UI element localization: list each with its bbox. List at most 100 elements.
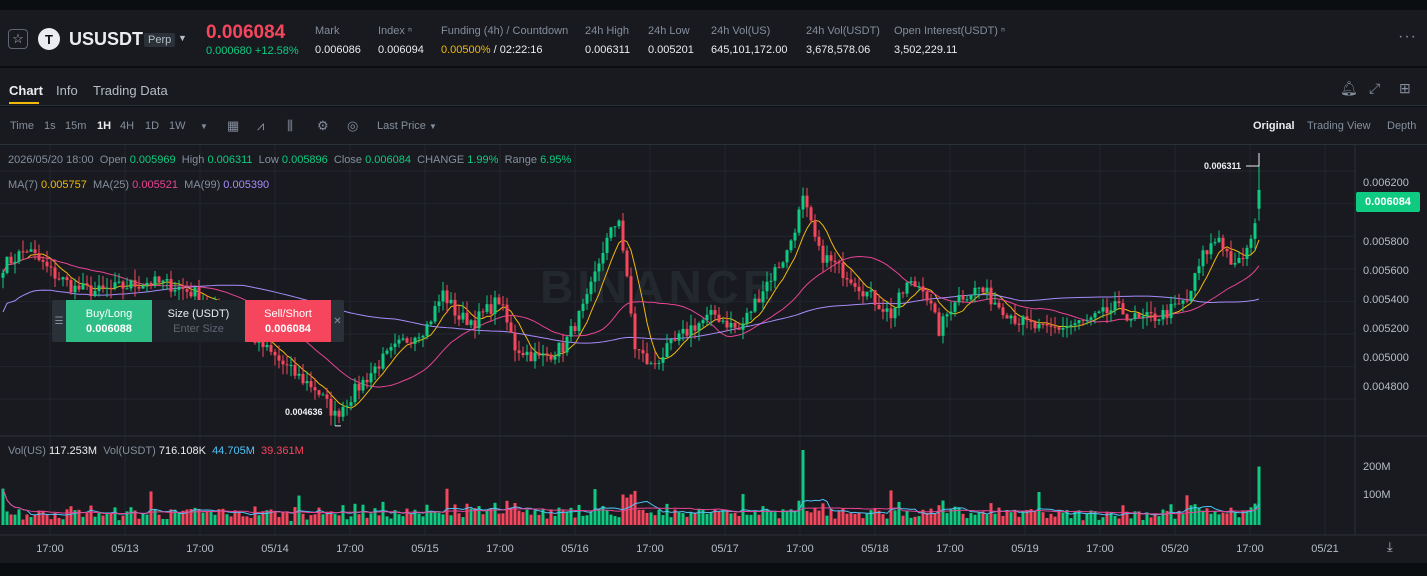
candlestick-chart[interactable]: BINANCE bbox=[0, 145, 1427, 563]
volume-bar bbox=[1157, 516, 1161, 525]
drag-handle-icon[interactable]: ☰ bbox=[54, 315, 64, 327]
candle-body bbox=[525, 351, 529, 356]
volume-bar bbox=[553, 515, 557, 525]
candle-body bbox=[981, 287, 985, 292]
close-label: Close bbox=[333, 154, 363, 166]
candle-body bbox=[181, 286, 185, 290]
volume-bar bbox=[1009, 512, 1013, 525]
chart-settings-icon[interactable]: ⚙ bbox=[317, 118, 329, 133]
volume-bar bbox=[277, 517, 281, 525]
volume-bar bbox=[857, 512, 861, 525]
candle-body bbox=[621, 220, 625, 251]
time-label[interactable]: Time bbox=[10, 120, 35, 132]
candle-body bbox=[685, 328, 689, 336]
candle-body bbox=[1057, 327, 1061, 330]
tab-info[interactable]: Info bbox=[56, 83, 78, 98]
candle-body bbox=[757, 298, 761, 303]
volume-bar bbox=[509, 507, 513, 525]
candle-body bbox=[457, 315, 461, 320]
volume-bar bbox=[849, 513, 853, 525]
volume-bar bbox=[885, 518, 889, 525]
volume-bar bbox=[521, 512, 525, 525]
volume-bar bbox=[1225, 513, 1229, 525]
candle-body bbox=[1, 272, 5, 278]
scroll-to-latest-icon[interactable]: ⤓ bbox=[1387, 539, 1393, 554]
expand-icon[interactable]: ⤢ bbox=[1369, 80, 1381, 96]
tab-chart[interactable]: Chart bbox=[9, 83, 43, 98]
candle-body bbox=[1073, 323, 1077, 326]
layout-grid-icon[interactable]: ⊞ bbox=[1399, 80, 1411, 96]
candle-body bbox=[1201, 250, 1205, 267]
alert-bell-icon[interactable]: 🔔︎ bbox=[1340, 80, 1358, 96]
view-trading-view[interactable]: Trading View bbox=[1307, 120, 1371, 132]
volume-bar bbox=[109, 513, 113, 525]
favorite-star-icon[interactable]: ☆ bbox=[8, 29, 28, 49]
volume-bar bbox=[433, 512, 437, 525]
volume-bar bbox=[33, 514, 37, 525]
interval-1w[interactable]: 1W bbox=[169, 120, 186, 132]
candle-body bbox=[1125, 314, 1129, 321]
price-source-select[interactable]: Last Price ▼ bbox=[377, 120, 437, 132]
candle-body bbox=[709, 310, 713, 315]
interval-15m[interactable]: 15m bbox=[65, 120, 87, 132]
candle-body bbox=[345, 405, 349, 408]
candle-body bbox=[861, 291, 865, 297]
symbol-name[interactable]: USUSDT bbox=[69, 29, 144, 49]
candle-body bbox=[1001, 307, 1005, 316]
candle-body bbox=[753, 298, 757, 312]
interval-1s[interactable]: 1s bbox=[44, 120, 56, 132]
candle-body bbox=[789, 240, 793, 251]
candle-type-icon[interactable]: ⫼ bbox=[287, 118, 293, 133]
chart-area[interactable]: BINANCE 2026/05/20 18:00 Open 0.005969 H… bbox=[0, 145, 1427, 563]
interval-4h[interactable]: 4H bbox=[120, 120, 135, 132]
volume-bar bbox=[549, 510, 553, 525]
candle-body bbox=[617, 220, 621, 227]
interval-1h[interactable]: 1H bbox=[97, 120, 112, 132]
tab-trading-data[interactable]: Trading Data bbox=[93, 83, 168, 98]
candle-body bbox=[421, 335, 425, 338]
view-original[interactable]: Original bbox=[1253, 120, 1295, 132]
low-label: Low bbox=[258, 154, 279, 166]
stat-index[interactable]: Index ⁿ 0.006094 bbox=[378, 25, 424, 56]
stat-funding: Funding (4h) / Countdown 0.00500% / 02:2… bbox=[441, 25, 568, 56]
candle-body bbox=[549, 354, 553, 360]
candle-body bbox=[749, 311, 753, 313]
volume-bar bbox=[1085, 513, 1089, 525]
interval-1d[interactable]: 1D bbox=[145, 120, 160, 132]
view-depth[interactable]: Depth bbox=[1387, 120, 1417, 132]
drawing-tools-icon[interactable]: ◎ bbox=[347, 118, 359, 133]
volume-bar bbox=[685, 516, 689, 525]
buy-long-button[interactable]: Buy/Long 0.006088 bbox=[66, 300, 152, 342]
volume-bar bbox=[309, 515, 313, 525]
candle-body bbox=[1245, 247, 1249, 259]
volume-bar bbox=[457, 513, 461, 525]
volume-bar bbox=[541, 509, 545, 525]
stat-label: 24h Low bbox=[648, 25, 690, 37]
candle-body bbox=[493, 297, 497, 314]
stat-open-interest[interactable]: Open Interest(USDT) ⁿ 3,502,229.11 bbox=[894, 25, 1005, 56]
volume-bar bbox=[17, 509, 21, 525]
close-icon[interactable]: ✕ bbox=[333, 315, 342, 327]
volume-bar bbox=[797, 500, 801, 525]
volume-bar bbox=[573, 517, 577, 525]
volume-bar bbox=[1061, 512, 1065, 525]
volume-bar bbox=[865, 513, 869, 525]
indicator-icon[interactable]: ⩘ bbox=[257, 118, 265, 133]
volume-bar bbox=[201, 512, 205, 525]
candle-body bbox=[21, 251, 25, 253]
candle-body bbox=[105, 287, 109, 289]
size-input[interactable] bbox=[163, 322, 234, 335]
interval-dropdown-icon[interactable]: ▼ bbox=[200, 122, 208, 131]
candle-body bbox=[949, 311, 953, 315]
volume-bar bbox=[1193, 504, 1197, 525]
volume-bar bbox=[81, 516, 85, 525]
volume-bar bbox=[805, 511, 809, 525]
candle-body bbox=[649, 363, 653, 365]
more-options-icon[interactable]: ··· bbox=[1398, 28, 1417, 45]
sell-short-button[interactable]: Sell/Short 0.006084 bbox=[245, 300, 331, 342]
calendar-icon[interactable]: ▦ bbox=[227, 118, 240, 133]
chevron-down-icon[interactable]: ▼ bbox=[178, 33, 187, 43]
volume-bar bbox=[405, 508, 409, 525]
chevron-down-icon: ▼ bbox=[428, 122, 437, 131]
candle-body bbox=[793, 232, 797, 241]
